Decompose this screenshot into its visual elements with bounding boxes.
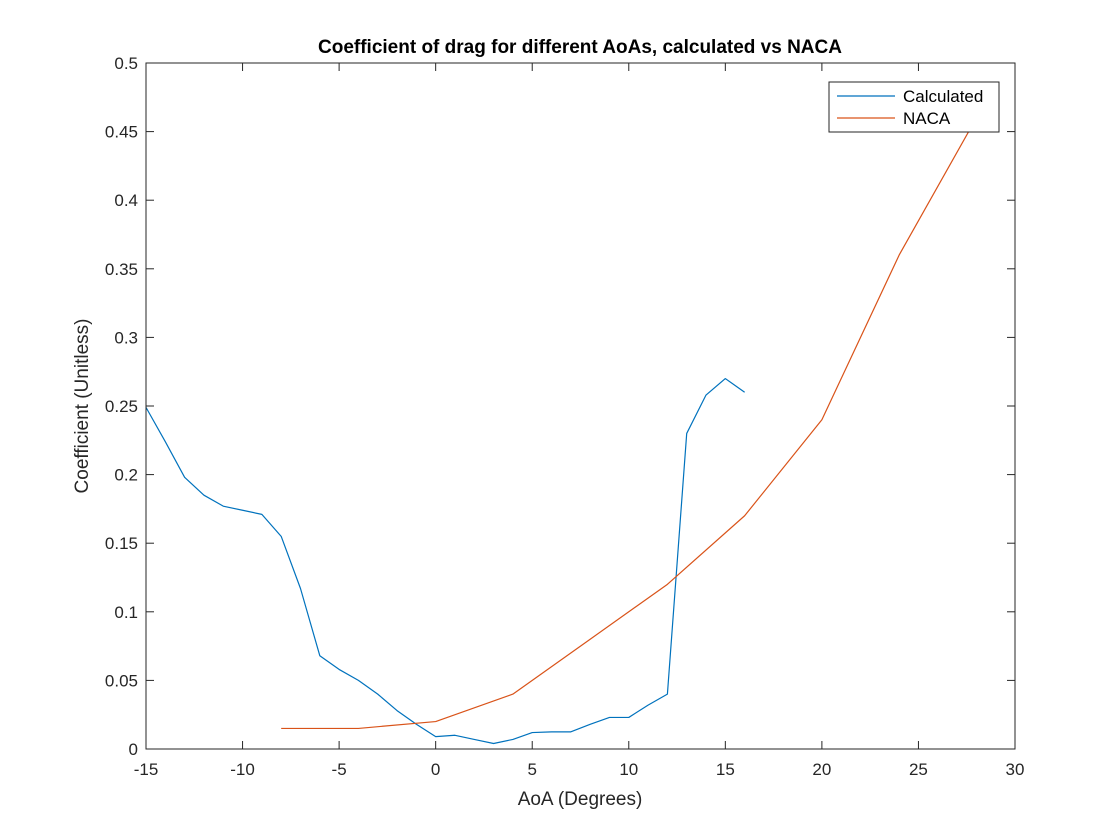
y-tick-label: 0 bbox=[129, 740, 138, 759]
x-tick-label: 0 bbox=[431, 760, 440, 779]
x-tick-label: 20 bbox=[812, 760, 831, 779]
x-tick-label: -5 bbox=[332, 760, 347, 779]
x-tick-label: 30 bbox=[1006, 760, 1025, 779]
x-tick-label: 10 bbox=[619, 760, 638, 779]
legend: Calculated NACA bbox=[828, 81, 1000, 133]
series-group bbox=[145, 117, 977, 745]
y-tick-label: 0.45 bbox=[105, 123, 138, 142]
y-tick-label: 0.3 bbox=[114, 328, 138, 347]
x-tick-label: 15 bbox=[716, 760, 735, 779]
x-tick-label: -10 bbox=[230, 760, 255, 779]
x-axis-title: AoA (Degrees) bbox=[518, 789, 643, 810]
y-tick-label: 0.05 bbox=[105, 671, 138, 690]
y-tick-label: 0.1 bbox=[114, 603, 138, 622]
legend-label: Calculated bbox=[903, 87, 983, 106]
plot-area bbox=[146, 63, 1015, 749]
x-tick-label: 25 bbox=[909, 760, 928, 779]
chart-title: Coefficient of drag for different AoAs, … bbox=[318, 37, 842, 58]
y-tick-label: 0.25 bbox=[105, 397, 138, 416]
x-tick-label: 5 bbox=[527, 760, 536, 779]
ticks: -15 -10 -5 0 5 10 15 20 25 30 0 0.05 0.1 0.15 0.2 0.25 0… bbox=[105, 54, 1025, 779]
y-tick-label: 0.2 bbox=[114, 466, 138, 485]
y-tick-label: 0.15 bbox=[105, 534, 138, 553]
legend-box bbox=[828, 81, 1000, 133]
legend-label: NACA bbox=[903, 109, 951, 128]
y-axis-title: Coefficient (Unitless) bbox=[72, 319, 93, 494]
y-tick-label: 0.5 bbox=[114, 54, 138, 73]
x-tick-label: -15 bbox=[134, 760, 159, 779]
y-tick-label: 0.4 bbox=[114, 191, 138, 210]
plot-frame bbox=[145, 62, 1016, 750]
series-line-naca bbox=[281, 117, 977, 730]
series-line-calculated bbox=[145, 377, 745, 745]
y-tick-label: 0.35 bbox=[105, 260, 138, 279]
